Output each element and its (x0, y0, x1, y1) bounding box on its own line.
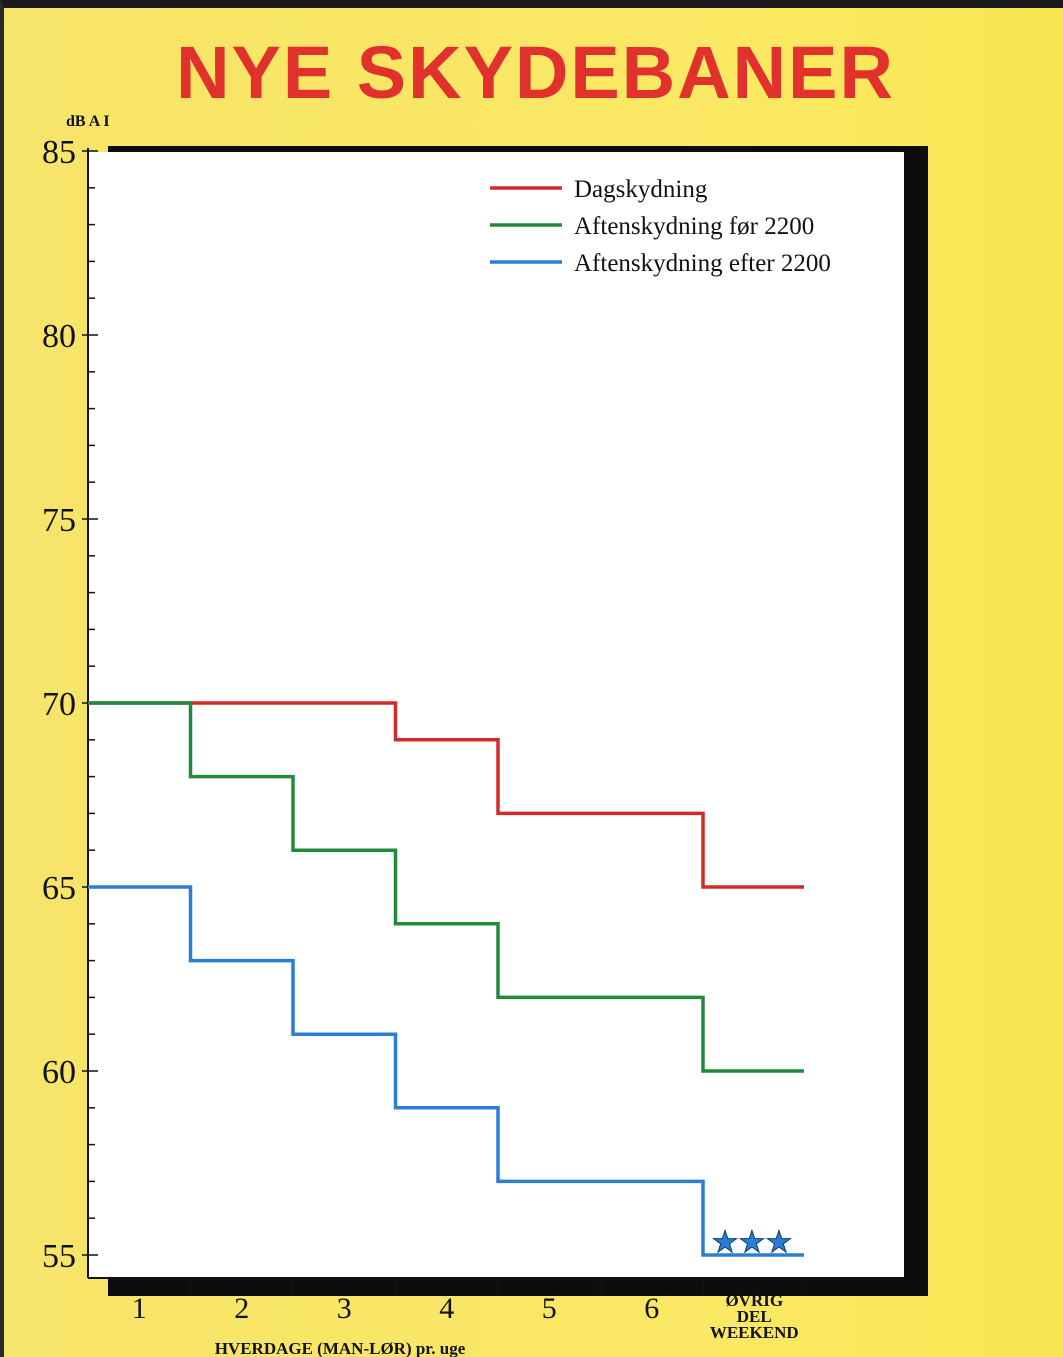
y-axis-unit-label: dB A I (66, 113, 110, 130)
series-line (88, 701, 804, 1073)
x-tick-label-weekend: WEEKEND (710, 1323, 799, 1342)
x-tick-label: 5 (542, 1292, 557, 1325)
y-tick-label: 70 (42, 686, 76, 723)
x-tick-label-weekend: ØVRIG (725, 1291, 783, 1310)
legend-label: Dagskydning (574, 176, 708, 203)
x-tick-label: 6 (644, 1292, 659, 1325)
y-tick-label: 85 (42, 134, 76, 171)
plot-area (88, 152, 904, 1278)
series-line (88, 701, 804, 889)
x-tick-label: 3 (337, 1292, 352, 1325)
y-tick-label: 65 (42, 870, 76, 907)
x-axis-title: HVERDAGE (MAN-LØR) pr. uge (215, 1339, 466, 1357)
y-tick-label: 60 (42, 1054, 76, 1091)
y-tick-label: 80 (42, 318, 76, 355)
star-annotation: ★★★ (712, 1225, 793, 1260)
series-line (88, 885, 804, 1257)
x-tick-label: 4 (439, 1292, 454, 1325)
legend-label: Aftenskydning efter 2200 (574, 250, 831, 277)
x-tick-label: 1 (132, 1292, 147, 1325)
x-tick-label: 2 (234, 1292, 249, 1325)
legend-label: Aftenskydning før 2200 (574, 213, 814, 240)
chart-title: NYE SKYDEBANER (176, 31, 895, 114)
y-tick-label: 75 (42, 502, 76, 539)
x-tick-label-weekend: DEL (737, 1307, 772, 1326)
y-tick-label: 55 (42, 1238, 76, 1275)
